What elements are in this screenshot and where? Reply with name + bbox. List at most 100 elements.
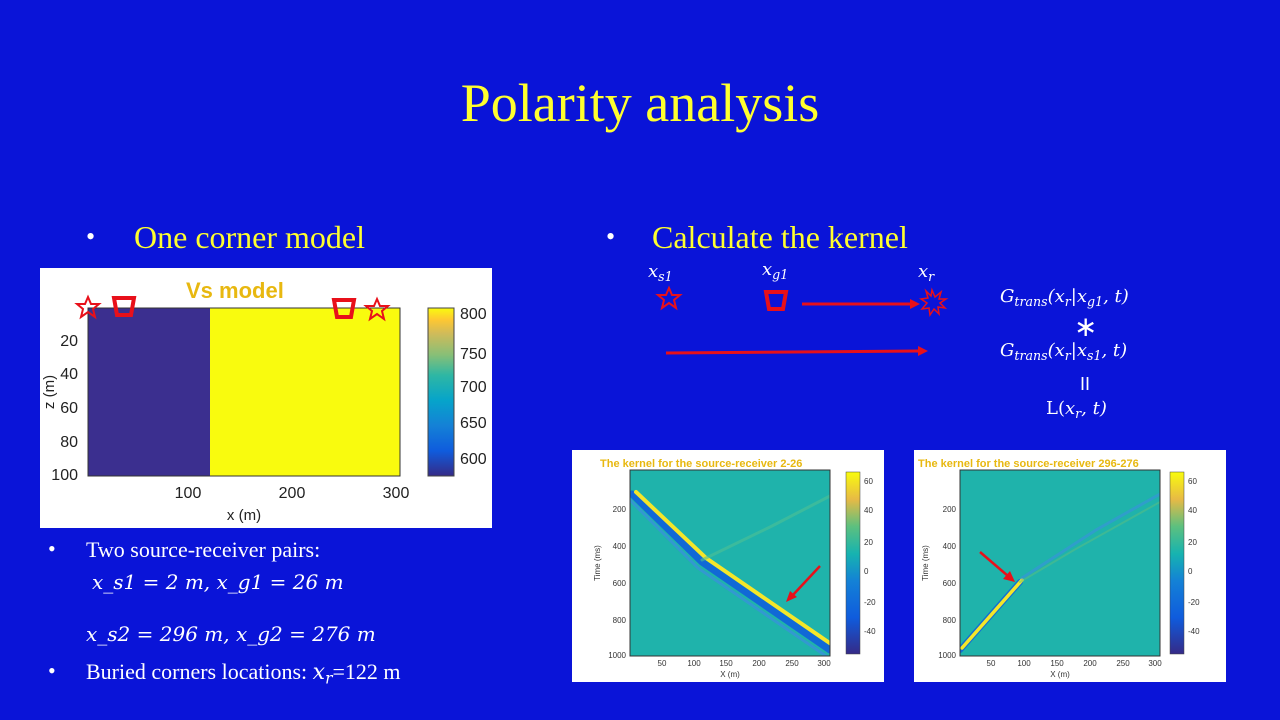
bullet-dot: • <box>48 658 56 683</box>
slide-title: Polarity analysis <box>460 73 820 133</box>
eq1-args: (x <box>1047 286 1065 307</box>
kernel2-ytick: 600 <box>943 579 957 588</box>
vs-colorbar <box>427 307 455 477</box>
diagram-label-xr: xr <box>918 261 934 284</box>
x-tick: 200 <box>279 485 306 502</box>
arrowhead <box>918 346 928 356</box>
vs-model-title: Vs model <box>186 278 284 303</box>
label-xs2-sub: s2 <box>378 272 393 288</box>
label-xg2-sub: g2 <box>332 272 349 288</box>
diagram-receiver-g1 <box>763 290 789 311</box>
kernel2-cbtick: -20 <box>1188 598 1200 607</box>
kernel2-colorbar <box>1169 471 1185 655</box>
kernel2-xtick: 200 <box>1083 659 1097 668</box>
kernel1-cbtick: -20 <box>864 598 876 607</box>
kernel1-cbtick: 0 <box>864 567 869 576</box>
right-heading: Calculate the kernel <box>652 219 908 255</box>
kernel2-cbtick: 60 <box>1188 477 1197 486</box>
diagram-label-xg1: xg1 <box>762 259 788 282</box>
convolution-symbol: ∗ <box>1074 310 1098 343</box>
kernel1-svg: The kernel for the source-receiver 2-26 … <box>593 458 876 679</box>
eq1-rest: |x <box>1070 286 1087 307</box>
eq-result-end: , t) <box>1081 398 1107 419</box>
receiver-marker-g2 <box>331 298 357 319</box>
diagram-label-xg1-sub: g1 <box>772 266 789 282</box>
pair2-equation: x_s2 = 296 m, x_g2 = 276 m <box>86 622 376 646</box>
kernel2-arrow <box>979 551 1009 577</box>
kernel2-cbtick: 20 <box>1188 538 1197 547</box>
kernel2-ytick: 200 <box>943 505 957 514</box>
kernel1-xtick: 50 <box>658 659 667 668</box>
label-xs2-x: x <box>368 265 379 286</box>
vs-model-svg: Vs model 20 40 60 80 100 100 200 300 x (… <box>41 278 487 524</box>
y-tick: 40 <box>60 366 78 383</box>
bullet-dot: • <box>606 222 616 251</box>
diagram-label-xs1: xs1 <box>648 261 673 284</box>
kernel2-xtick: 150 <box>1050 659 1064 668</box>
kernel1-cbtick: 40 <box>864 506 873 515</box>
bullet-dot: • <box>48 536 56 561</box>
label-xg1: xg1 <box>110 265 136 288</box>
cb-tick: 750 <box>460 346 487 363</box>
kernel1-frame <box>629 469 831 657</box>
kernel1-cbtick: -40 <box>864 627 876 636</box>
kernel2-xtick: 50 <box>987 659 996 668</box>
label-xg2: xg2 <box>322 265 348 288</box>
label-xg2-x: x <box>322 265 333 286</box>
kernel1-ytick: 600 <box>613 579 627 588</box>
equals-symbol: II <box>1080 374 1091 394</box>
kernel2-wave-yellow <box>960 578 1024 650</box>
vs-model-figure: Vs model 20 40 60 80 100 100 200 300 x (… <box>40 268 492 528</box>
kernel2-wave-reflect <box>1020 492 1160 580</box>
y-tick: 20 <box>60 333 78 350</box>
kernel2-ytick: 1000 <box>938 651 956 660</box>
kernel1-colorbar <box>845 471 861 655</box>
kernel2-ytick: 800 <box>943 616 957 625</box>
diagram-label-xr-sub: r <box>928 268 935 284</box>
kernel2-xtick: 300 <box>1148 659 1162 668</box>
pairs-label: Two source-receiver pairs: <box>86 537 321 562</box>
kernel2-ytick: 400 <box>943 542 957 551</box>
kernel2-cbtick: 40 <box>1188 506 1197 515</box>
equation-line2: Gtrans(xr|xs1, t) <box>1000 340 1127 363</box>
label-xg1-sub: g1 <box>120 272 137 288</box>
buried-xr-sub: r <box>325 669 333 688</box>
kernel2-arrowhead <box>1003 571 1015 582</box>
kernel2-frame <box>959 469 1161 657</box>
buried-value: =122 m <box>332 659 401 684</box>
eq1-rest-sub: g1 <box>1087 293 1104 309</box>
eq2-args: (x <box>1047 340 1065 361</box>
y-tick: 60 <box>60 400 78 417</box>
cb-tick: 650 <box>460 415 487 432</box>
star-marker-s1 <box>74 294 102 320</box>
diagram-star-s1 <box>655 285 683 311</box>
diagram-label-xr-x: x <box>918 261 929 282</box>
vs-axes-frame <box>87 307 401 477</box>
x-tick: 300 <box>383 485 410 502</box>
equation-result: L(xr, t) <box>1046 398 1107 421</box>
buried-xr-x: x <box>312 660 326 685</box>
kernel1-xtick: 250 <box>785 659 799 668</box>
kernel2-xtick: 250 <box>1116 659 1130 668</box>
kernel2-bg <box>960 470 1160 656</box>
vs-region-right <box>210 308 400 476</box>
y-tick: 100 <box>51 467 78 484</box>
kernel1-xlabel: X (m) <box>720 670 740 679</box>
kernel1-wave-blue <box>630 490 830 654</box>
label-xs1-x: x <box>66 265 77 286</box>
eq2-g: G <box>1000 340 1015 361</box>
kernel1-ylabel: Time (ms) <box>593 545 602 581</box>
eq-result-l: L( <box>1046 398 1065 419</box>
x-axis-label: x (m) <box>227 507 261 524</box>
kernel1-xtick: 300 <box>817 659 831 668</box>
equation-line1: Gtrans(xr|xg1, t) <box>1000 286 1129 309</box>
receiver-marker-g1 <box>111 296 137 317</box>
x-tick: 100 <box>175 485 202 502</box>
kernel1-title: The kernel for the source-receiver 2-26 <box>600 458 802 470</box>
eq2-rest-sub: s1 <box>1087 347 1102 363</box>
kernel2-figure: The kernel for the source-receiver 296-2… <box>914 450 1226 682</box>
cb-tick: 600 <box>460 451 487 468</box>
pair1-equation: x_s1 = 2 m, x_g1 = 26 m <box>92 570 344 594</box>
buried-xr: xr <box>312 660 333 688</box>
kernel1-xtick: 100 <box>687 659 701 668</box>
